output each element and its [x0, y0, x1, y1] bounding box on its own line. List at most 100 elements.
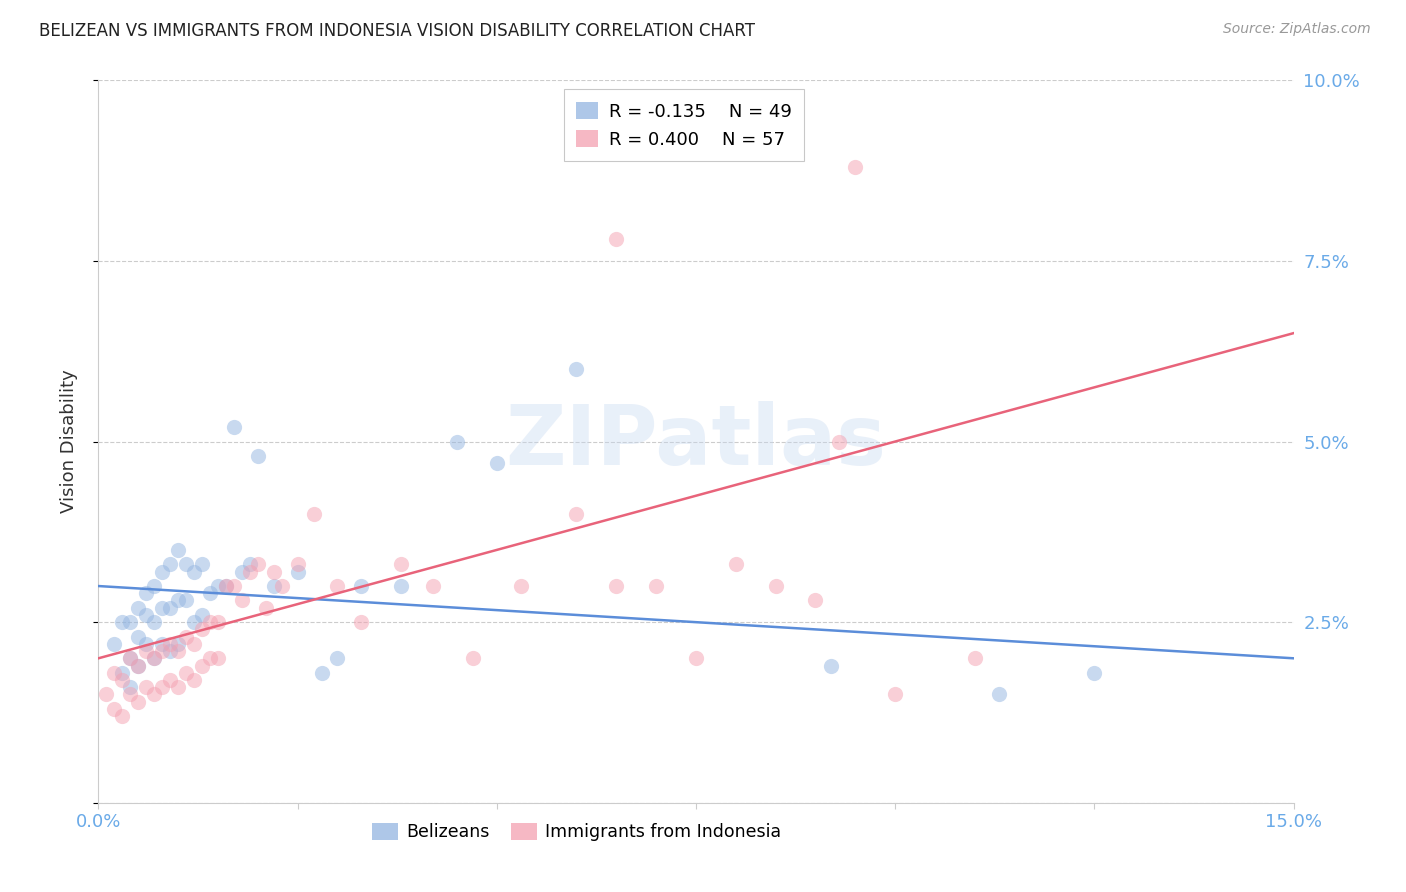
Point	[120, 680, 142, 694]
Point	[222, 420, 245, 434]
Text: BELIZEAN VS IMMIGRANTS FROM INDONESIA VISION DISABILITY CORRELATION CHART: BELIZEAN VS IMMIGRANTS FROM INDONESIA VI…	[39, 22, 755, 40]
Point	[135, 586, 157, 600]
Point	[350, 615, 373, 630]
Point	[302, 507, 325, 521]
Point	[326, 651, 349, 665]
Legend: Belizeans, Immigrants from Indonesia: Belizeans, Immigrants from Indonesia	[364, 816, 789, 848]
Point	[143, 579, 166, 593]
Point	[207, 651, 229, 665]
Point	[215, 579, 238, 593]
Point	[287, 558, 309, 572]
Point	[191, 607, 214, 622]
Point	[270, 579, 292, 593]
Point	[111, 665, 134, 680]
Point	[143, 651, 166, 665]
Point	[231, 565, 253, 579]
Point	[120, 615, 142, 630]
Point	[167, 680, 190, 694]
Point	[263, 565, 285, 579]
Point	[844, 160, 866, 174]
Point	[231, 593, 253, 607]
Point	[198, 586, 221, 600]
Point	[565, 507, 588, 521]
Point	[326, 579, 349, 593]
Point	[127, 695, 149, 709]
Point	[120, 651, 142, 665]
Text: ZIPatlas: ZIPatlas	[506, 401, 886, 482]
Point	[724, 558, 747, 572]
Point	[207, 579, 229, 593]
Point	[422, 579, 444, 593]
Point	[183, 637, 205, 651]
Point	[198, 651, 221, 665]
Point	[174, 593, 197, 607]
Y-axis label: Vision Disability: Vision Disability	[59, 369, 77, 514]
Point	[215, 579, 238, 593]
Point	[685, 651, 707, 665]
Point	[485, 456, 508, 470]
Point	[828, 434, 851, 449]
Point	[174, 630, 197, 644]
Point	[191, 658, 214, 673]
Point	[222, 579, 245, 593]
Point	[135, 607, 157, 622]
Point	[150, 680, 173, 694]
Text: Source: ZipAtlas.com: Source: ZipAtlas.com	[1223, 22, 1371, 37]
Point	[103, 702, 125, 716]
Point	[120, 651, 142, 665]
Point	[150, 565, 173, 579]
Point	[143, 615, 166, 630]
Point	[191, 623, 214, 637]
Point	[311, 665, 333, 680]
Point	[183, 615, 205, 630]
Point	[159, 558, 181, 572]
Point	[167, 542, 190, 557]
Point	[96, 687, 118, 701]
Point	[135, 637, 157, 651]
Point	[135, 680, 157, 694]
Point	[246, 558, 269, 572]
Point	[127, 658, 149, 673]
Point	[150, 644, 173, 658]
Point	[191, 558, 214, 572]
Point	[254, 600, 277, 615]
Point	[120, 687, 142, 701]
Point	[820, 658, 842, 673]
Point	[446, 434, 468, 449]
Point	[645, 579, 668, 593]
Point	[167, 644, 190, 658]
Point	[963, 651, 986, 665]
Point	[150, 637, 173, 651]
Point	[987, 687, 1010, 701]
Point	[207, 615, 229, 630]
Point	[111, 615, 134, 630]
Point	[804, 593, 827, 607]
Point	[765, 579, 787, 593]
Point	[174, 665, 197, 680]
Point	[605, 579, 627, 593]
Point	[143, 687, 166, 701]
Point	[246, 449, 269, 463]
Point	[167, 593, 190, 607]
Point	[239, 558, 262, 572]
Point	[509, 579, 531, 593]
Point	[350, 579, 373, 593]
Point	[159, 673, 181, 687]
Point	[127, 600, 149, 615]
Point	[135, 644, 157, 658]
Point	[103, 637, 125, 651]
Point	[159, 644, 181, 658]
Point	[287, 565, 309, 579]
Point	[103, 665, 125, 680]
Point	[159, 637, 181, 651]
Point	[111, 709, 134, 723]
Point	[183, 673, 205, 687]
Point	[143, 651, 166, 665]
Point	[174, 558, 197, 572]
Point	[127, 630, 149, 644]
Point	[167, 637, 190, 651]
Point	[111, 673, 134, 687]
Point	[263, 579, 285, 593]
Point	[389, 558, 412, 572]
Point	[198, 615, 221, 630]
